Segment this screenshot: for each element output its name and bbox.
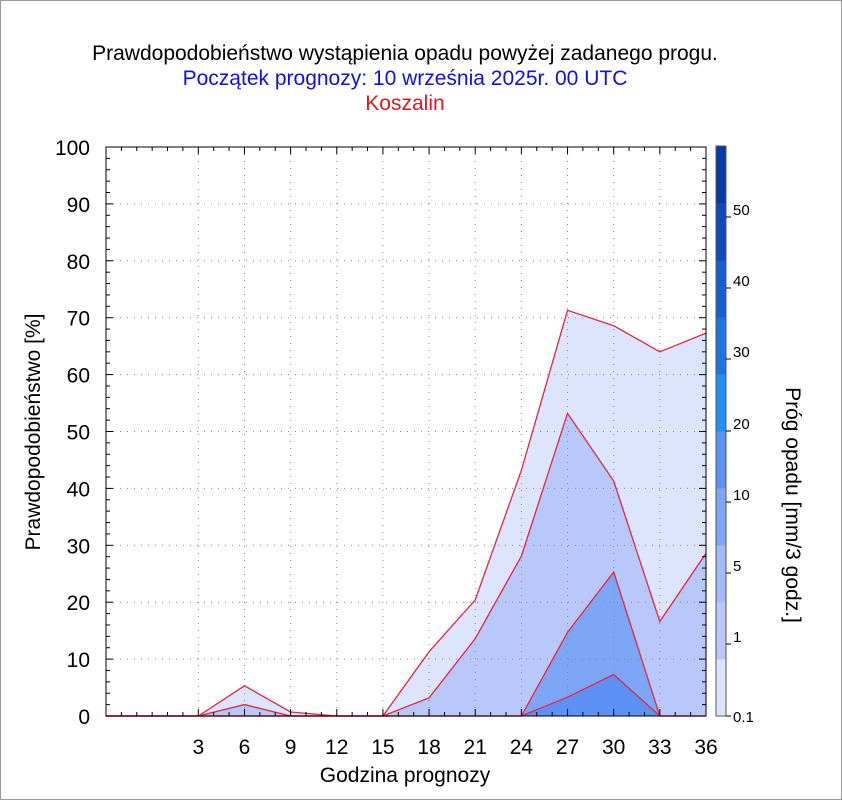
x-tick-label: 6 xyxy=(239,736,251,759)
colorbar-tick-label: 0.1 xyxy=(733,709,754,726)
y-tick-label: 100 xyxy=(55,137,90,160)
chart-location: Koszalin xyxy=(365,92,445,115)
colorbar-segment xyxy=(716,431,726,460)
area-threshold-1 xyxy=(106,413,706,716)
colorbar-tick-label: 30 xyxy=(733,344,750,361)
colorbar-tick-label: 40 xyxy=(733,273,750,290)
colorbar-label: Próg opadu [mm/3 godz.] xyxy=(781,387,804,623)
colorbar-tick-label: 20 xyxy=(733,416,750,433)
colorbar-segment xyxy=(716,602,726,631)
colorbar-segment xyxy=(716,345,726,375)
x-tick-label: 18 xyxy=(417,736,440,759)
colorbar-segment xyxy=(716,402,726,432)
colorbar-segment xyxy=(716,174,726,204)
colorbar-tick-label: 1 xyxy=(733,629,741,646)
y-tick-label: 40 xyxy=(67,478,90,501)
y-tick-label: 60 xyxy=(67,365,90,388)
y-tick-label: 90 xyxy=(67,194,90,217)
colorbar-segment xyxy=(716,545,726,574)
colorbar-segment xyxy=(716,288,726,318)
y-tick-label: 20 xyxy=(67,592,90,615)
x-tick-label: 24 xyxy=(510,736,534,759)
x-tick-label: 21 xyxy=(464,736,487,759)
y-tick-label: 80 xyxy=(67,251,90,274)
colorbar-segment xyxy=(716,630,726,660)
area-threshold-10 xyxy=(106,674,706,716)
x-tick-label: 30 xyxy=(602,736,625,759)
colorbar-tick-label: 5 xyxy=(733,558,741,575)
series-line-1 xyxy=(106,411,707,717)
colorbar-segment xyxy=(716,573,726,603)
colorbar-segment xyxy=(716,659,726,688)
x-tick-label: 15 xyxy=(371,736,394,759)
colorbar-segment xyxy=(716,146,726,175)
colorbar-tick-label: 10 xyxy=(733,487,750,504)
x-tick-label: 3 xyxy=(192,736,204,759)
x-axis-label: Godzina prognozy xyxy=(320,764,491,787)
series-line-0.1 xyxy=(106,309,707,717)
colorbar-segment xyxy=(716,516,726,546)
colorbar-segment xyxy=(716,374,726,403)
x-tick-label: 36 xyxy=(694,736,717,759)
y-tick-label: 70 xyxy=(67,308,90,331)
y-tick-label: 50 xyxy=(67,422,90,445)
colorbar-segment xyxy=(716,488,726,517)
x-tick-label: 33 xyxy=(648,736,671,759)
colorbar-segment xyxy=(716,231,726,261)
colorbar-segment xyxy=(716,260,726,289)
y-tick-label: 0 xyxy=(78,706,90,729)
y-axis-label: Prawdopodobieństwo [%] xyxy=(22,314,45,551)
y-tick-label: 10 xyxy=(67,649,90,672)
x-tick-label: 12 xyxy=(325,736,348,759)
x-tick-label: 27 xyxy=(556,736,579,759)
chart-title: Prawdopodobieństwo wystąpienia opadu pow… xyxy=(92,42,718,65)
colorbar-segment xyxy=(716,317,726,346)
y-tick-label: 30 xyxy=(67,535,90,558)
area-threshold-5 xyxy=(106,572,706,716)
colorbar-tick-label: 50 xyxy=(733,202,750,219)
x-tick-label: 9 xyxy=(285,736,297,759)
colorbar-segment xyxy=(716,203,726,232)
colorbar-segment xyxy=(716,459,726,489)
colorbar-segment xyxy=(716,687,726,717)
chart-subtitle: Początek prognozy: 10 września 2025r. 00… xyxy=(182,67,628,90)
